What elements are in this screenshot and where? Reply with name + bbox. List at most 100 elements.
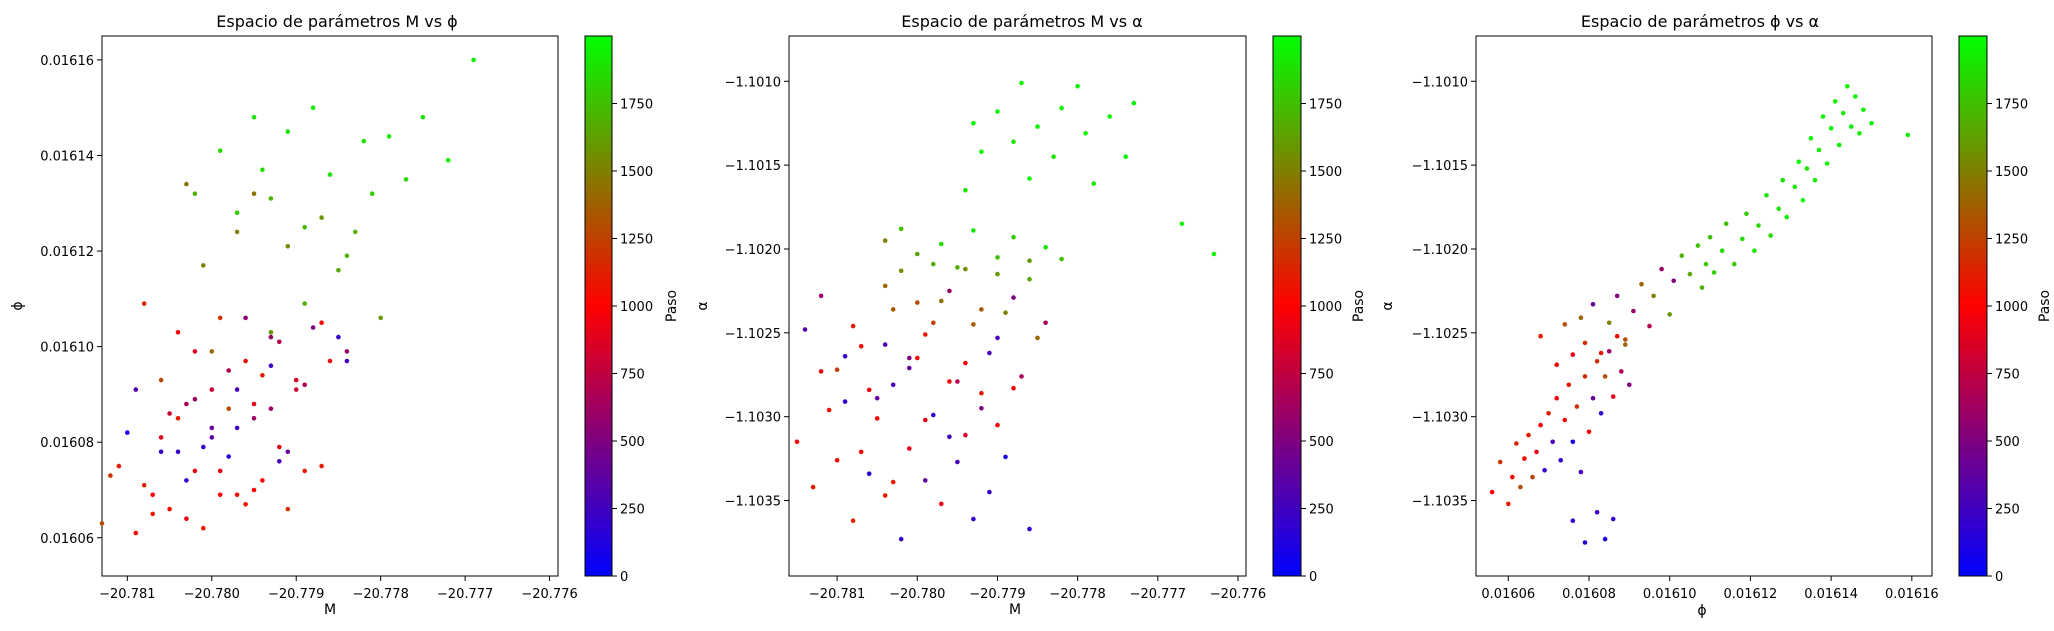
scatter-point xyxy=(192,468,198,474)
scatter-point xyxy=(150,492,155,498)
scatter-point xyxy=(1574,404,1580,409)
scatter-point xyxy=(1627,382,1632,388)
scatter-point xyxy=(947,288,952,294)
scatter-point xyxy=(1590,302,1596,307)
scatter-point xyxy=(217,468,223,474)
scatter-point xyxy=(1594,510,1600,515)
colorbar-tick-label: 1000 xyxy=(620,300,653,315)
scatter-point xyxy=(1707,234,1713,240)
x-tick-label: −20.776 xyxy=(1210,587,1266,602)
scatter-point xyxy=(1752,248,1757,253)
scatter-point xyxy=(344,358,350,364)
colorbar-label: Paso xyxy=(664,290,680,322)
scatter-point xyxy=(1703,261,1709,267)
scatter-point xyxy=(915,300,920,305)
scatter-point xyxy=(915,251,920,257)
scatter-point xyxy=(1554,395,1559,401)
scatter-point xyxy=(1619,369,1624,374)
x-tick-label: −20.781 xyxy=(99,587,155,602)
x-tick-label: 0.01610 xyxy=(1643,587,1697,602)
scatter-point xyxy=(1003,454,1008,460)
scatter-point xyxy=(866,387,872,393)
scatter-point xyxy=(184,181,189,187)
scatter-point xyxy=(1566,382,1572,388)
scatter-point xyxy=(268,196,274,201)
scatter-point xyxy=(209,425,215,431)
scatter-point xyxy=(1631,308,1636,314)
scatter-point xyxy=(882,283,888,289)
scatter-point xyxy=(1732,261,1737,267)
scatter-point xyxy=(1639,281,1644,287)
scatter-point xyxy=(141,482,147,488)
scatter-point xyxy=(939,501,944,507)
scatter-point xyxy=(1667,312,1672,317)
scatter-point xyxy=(336,267,341,273)
scatter-point xyxy=(1043,245,1048,250)
points xyxy=(99,57,476,536)
scatter-point xyxy=(1554,362,1559,368)
colorbar-tick-label: 250 xyxy=(1995,503,2020,518)
scatter-point xyxy=(1059,105,1064,111)
scatter-point xyxy=(995,109,1000,114)
y-tick-label: −1.1015 xyxy=(1412,159,1468,174)
scatter-point xyxy=(1011,234,1016,240)
scatter-point xyxy=(1019,80,1024,86)
scatter-point xyxy=(1083,131,1088,136)
scatter-point xyxy=(234,387,240,392)
scatter-point xyxy=(890,479,896,485)
scatter-point xyxy=(1011,295,1016,300)
colorbar-tick-label: 500 xyxy=(1309,435,1334,450)
scatter-point xyxy=(1623,337,1628,342)
scatter-point xyxy=(386,134,392,139)
scatter-point xyxy=(955,459,960,465)
scatter-point xyxy=(1570,439,1576,445)
scatter-point xyxy=(310,325,316,330)
scatter-point xyxy=(243,502,248,507)
x-tick-label: −20.777 xyxy=(1130,587,1186,602)
colorbar-tick-label: 1250 xyxy=(1995,233,2028,248)
scatter-point xyxy=(1570,518,1576,523)
scatter-point xyxy=(1602,374,1608,379)
colorbar-tick-label: 250 xyxy=(1309,503,1334,518)
scatter-point xyxy=(995,255,1000,260)
scatter-point xyxy=(175,449,181,455)
scatter-point xyxy=(874,416,880,421)
scatter-point xyxy=(923,478,928,483)
colorbar-tick-label: 750 xyxy=(620,368,645,383)
scatter-point xyxy=(302,301,308,306)
x-tick-label: 0.01616 xyxy=(1885,587,1939,602)
scatter-point xyxy=(1003,310,1008,316)
scatter-point xyxy=(277,339,282,345)
scatter-point xyxy=(319,215,324,220)
scatter-point xyxy=(1497,459,1503,465)
scatter-point xyxy=(361,138,367,144)
y-ticks: −1.1035 −1.1030 −1.1025 −1.1020 −1.1015 −1.10… xyxy=(1412,75,1476,510)
scatter-point xyxy=(108,473,113,478)
scatter-point xyxy=(1582,374,1588,379)
colorbar xyxy=(1272,35,1302,577)
colorbar-label: Paso xyxy=(1351,290,1367,322)
scatter-point xyxy=(995,422,1000,428)
scatter-point xyxy=(939,241,944,247)
chart-title: Espacio de parámetros M vs ϕ xyxy=(216,12,457,31)
colorbar-tick-label: 1250 xyxy=(1309,233,1342,248)
scatter-point xyxy=(192,396,198,402)
x-tick-label: −20.778 xyxy=(1049,587,1105,602)
scatter-point xyxy=(1614,333,1620,339)
scatter-point xyxy=(1602,536,1608,542)
colorbar-ticks: 0 250 500 750 1000 1250 1500 1750 xyxy=(612,98,653,585)
scatter-point xyxy=(1123,154,1128,159)
scatter-point xyxy=(158,435,164,440)
y-tick-label: 0.01614 xyxy=(40,149,94,164)
x-tick-label: −20.780 xyxy=(889,587,945,602)
y-tick-label: −1.1010 xyxy=(725,75,781,90)
scatter-point xyxy=(217,315,223,321)
scatter-point xyxy=(243,315,248,321)
scatter-point xyxy=(369,191,375,196)
scatter-point xyxy=(1606,320,1612,326)
scatter-point xyxy=(1035,124,1040,129)
scatter-point xyxy=(1091,181,1096,186)
scatter-point xyxy=(378,315,384,321)
scatter-point xyxy=(955,265,960,270)
